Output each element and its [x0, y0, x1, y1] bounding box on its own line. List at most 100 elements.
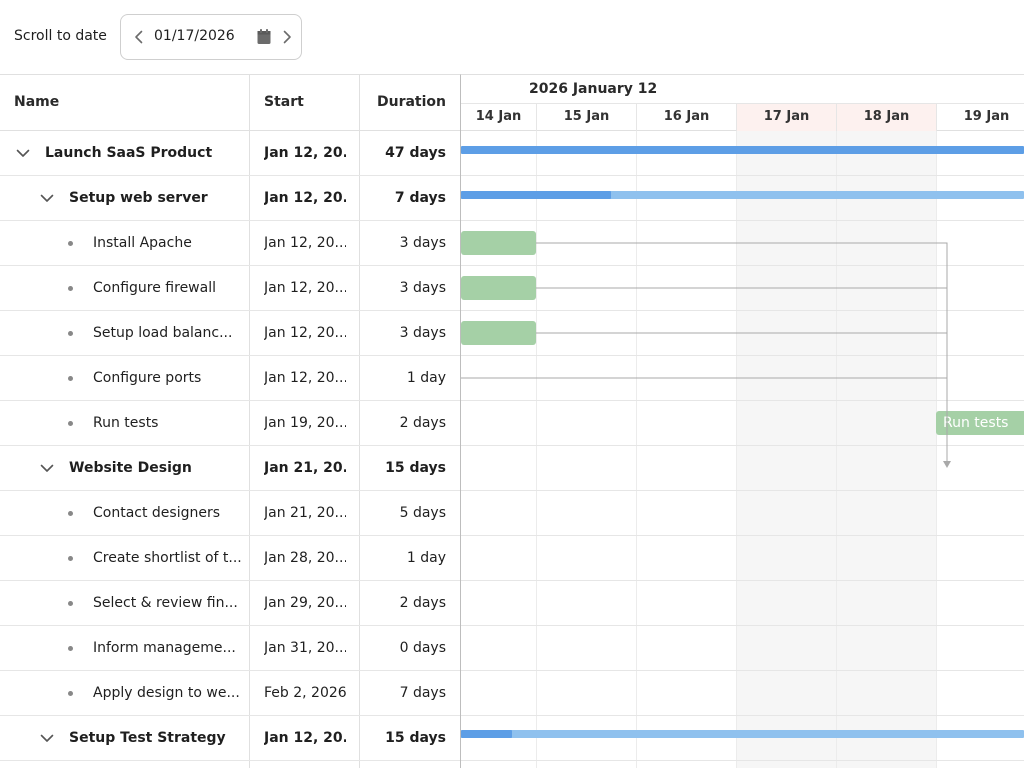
- bullet-icon: [68, 376, 73, 381]
- date-picker[interactable]: 01/17/2026: [120, 14, 302, 60]
- task-duration: 7 days: [399, 685, 446, 701]
- task-start: Jan 12, 20...: [264, 235, 346, 251]
- summary-progress[interactable]: [461, 730, 512, 738]
- task-row[interactable]: Install Apache Jan 12, 20... 3 days: [0, 221, 460, 266]
- chevron-down-icon[interactable]: [39, 730, 55, 746]
- timeline-row: [461, 671, 1024, 716]
- task-name: Create shortlist of t...: [93, 550, 242, 566]
- task-duration: 3 days: [399, 235, 446, 251]
- calendar-icon[interactable]: [256, 28, 272, 46]
- bar-label: Run tests: [943, 415, 1009, 431]
- timeline-row: [461, 626, 1024, 671]
- task-start: Jan 21, 20...: [264, 460, 346, 476]
- timeline-body: Run tests: [461, 131, 1024, 768]
- task-name: Contact designers: [93, 505, 221, 521]
- task-bar[interactable]: [461, 231, 536, 255]
- task-start: Jan 31, 20...: [264, 640, 346, 656]
- bullet-icon: [68, 286, 73, 291]
- task-duration: 2 days: [399, 415, 446, 431]
- task-start: Jan 29, 20...: [264, 595, 346, 611]
- bullet-icon: [68, 691, 73, 696]
- task-row[interactable]: Create shortlist of t... Jan 28, 20... 1 d…: [0, 536, 460, 581]
- task-duration: 15 days: [385, 730, 446, 746]
- group-row[interactable]: Setup web server Jan 12, 20... 7 days: [0, 176, 460, 221]
- summary-bar[interactable]: [461, 191, 1024, 199]
- task-name: Setup Test Strategy: [69, 730, 226, 746]
- task-duration: 15 days: [385, 460, 446, 476]
- weekend-shade: [736, 131, 836, 768]
- task-name: Configure ports: [93, 370, 202, 386]
- chevron-down-icon[interactable]: [39, 190, 55, 206]
- task-start: Feb 2, 2026: [264, 685, 346, 701]
- dependency-links: [461, 242, 951, 468]
- task-row[interactable]: Apply design to we... Feb 2, 2026 7 days: [0, 671, 460, 716]
- timeline-row: [461, 536, 1024, 581]
- task-start: Jan 12, 20...: [264, 730, 346, 746]
- timeline-row: [461, 311, 1024, 356]
- task-start: Jan 19, 20...: [264, 415, 346, 431]
- bullet-icon: [68, 601, 73, 606]
- timeline-row: [461, 266, 1024, 311]
- summary-progress[interactable]: [461, 191, 611, 199]
- task-duration: 47 days: [385, 145, 446, 161]
- task-start: Jan 21, 20...: [264, 505, 346, 521]
- chevron-right-icon[interactable]: [277, 27, 297, 47]
- timeline-month-label: 2026 January 12: [529, 81, 658, 97]
- task-duration: 2 days: [399, 595, 446, 611]
- bullet-icon: [68, 421, 73, 426]
- column-header-duration[interactable]: Duration: [376, 94, 446, 110]
- timeline-row: [461, 716, 1024, 761]
- bullet-icon: [68, 241, 73, 246]
- task-row[interactable]: Run tests Jan 19, 20... 2 days: [0, 401, 460, 446]
- column-header-start[interactable]: Start: [264, 94, 304, 110]
- chevron-left-icon[interactable]: [129, 27, 149, 47]
- scroll-to-date-label: Scroll to date: [14, 28, 107, 44]
- group-row[interactable]: Setup Test Strategy Jan 12, 20... 15 days: [0, 716, 460, 761]
- task-duration: 1 day: [406, 370, 446, 386]
- task-row[interactable]: Contact designers Jan 21, 20... 5 days: [0, 491, 460, 536]
- gantt-timeline: 2026 January 12 14 Jan 15 Jan 16 Jan 17 Jan…: [461, 74, 1024, 768]
- task-duration: 0 days: [399, 640, 446, 656]
- toolbar: Scroll to date 01/17/2026: [0, 0, 1024, 74]
- task-bar[interactable]: [461, 321, 536, 345]
- weekend-shade: [836, 131, 936, 768]
- task-row[interactable]: Inform manageme... Jan 31, 20... 0 days: [0, 626, 460, 671]
- column-header-name[interactable]: Name: [14, 94, 60, 110]
- timeline-day: 17 Jan: [736, 104, 836, 131]
- timeline-day: 19 Jan: [936, 104, 1024, 131]
- task-row[interactable]: Configure firewall Jan 12, 20... 3 days: [0, 266, 460, 311]
- timeline-row: [461, 356, 1024, 401]
- task-duration: 1 day: [406, 550, 446, 566]
- dependency-link: [536, 242, 948, 461]
- task-row[interactable]: Select & review fin... Jan 29, 20... 2 day…: [0, 581, 460, 626]
- group-row[interactable]: Launch SaaS Product Jan 12, 20... 47 days: [0, 131, 460, 176]
- task-row[interactable]: Configure ports Jan 12, 20... 1 day: [0, 356, 460, 401]
- task-start: Jan 12, 20...: [264, 145, 346, 161]
- timeline-row: [461, 446, 1024, 491]
- chevron-down-icon[interactable]: [15, 145, 31, 161]
- task-start: Jan 12, 20...: [264, 190, 346, 206]
- task-start: Jan 28, 20...: [264, 550, 346, 566]
- task-name: Run tests: [93, 415, 159, 431]
- task-name: Install Apache: [93, 235, 192, 251]
- task-start: Jan 12, 20...: [264, 280, 346, 296]
- task-name: Configure firewall: [93, 280, 216, 296]
- summary-bar[interactable]: [461, 730, 1024, 738]
- task-bar[interactable]: Run tests: [936, 411, 1024, 435]
- timeline-day: 18 Jan: [836, 104, 936, 131]
- arrow-head-icon: [943, 461, 951, 468]
- task-duration: 3 days: [399, 280, 446, 296]
- timeline-row: [461, 401, 1024, 446]
- summary-bar[interactable]: [461, 146, 1024, 154]
- chevron-down-icon[interactable]: [39, 460, 55, 476]
- task-row[interactable]: Setup load balanc... Jan 12, 20... 3 days: [0, 311, 460, 356]
- timeline-day: 14 Jan: [475, 109, 522, 124]
- task-bar[interactable]: [461, 276, 536, 300]
- date-input[interactable]: 01/17/2026: [154, 28, 235, 44]
- task-start: Jan 12, 20...: [264, 370, 346, 386]
- timeline-day: 15 Jan: [536, 104, 636, 131]
- grid-header: Name Start Duration: [0, 75, 460, 131]
- bullet-icon: [68, 511, 73, 516]
- timeline-row: [461, 581, 1024, 626]
- group-row[interactable]: Website Design Jan 21, 20... 15 days: [0, 446, 460, 491]
